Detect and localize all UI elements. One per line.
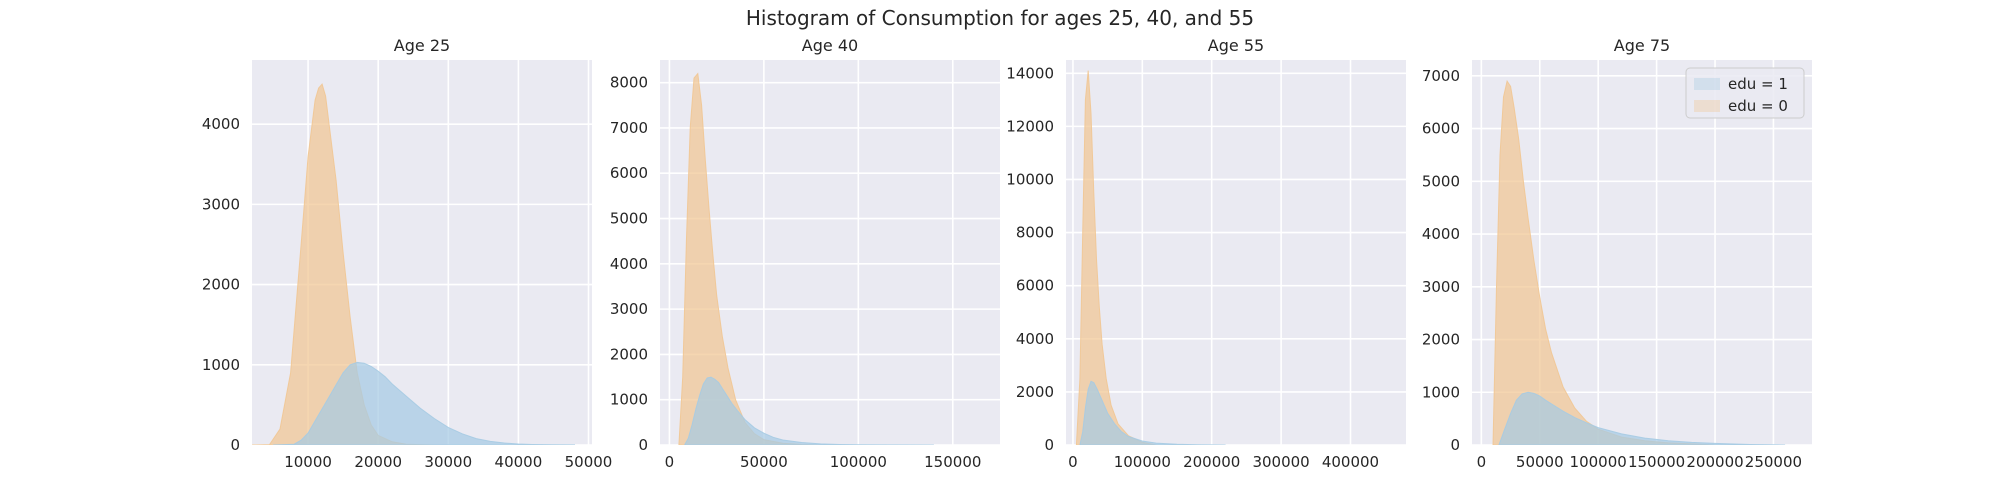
y-tick-label: 2000 bbox=[1422, 331, 1460, 349]
y-tick-label: 7000 bbox=[610, 119, 648, 137]
x-tick-label: 0 bbox=[1477, 453, 1487, 471]
series-group bbox=[1492, 79, 1786, 445]
y-tick-label: 1000 bbox=[202, 356, 240, 374]
legend-label: edu = 0 bbox=[1728, 97, 1788, 115]
x-tick-label: 400000 bbox=[1322, 453, 1379, 471]
legend-box bbox=[1685, 67, 1805, 119]
x-tick-label: 20000 bbox=[354, 453, 402, 471]
histogram-edu-1 bbox=[1079, 380, 1226, 445]
y-tick-label: 4000 bbox=[1422, 225, 1460, 243]
y-tick-label: 2000 bbox=[1016, 383, 1054, 401]
x-tick-label: 150000 bbox=[924, 453, 981, 471]
age-75-panel: 0 50000 100000 150000 200000 250000 0 1000 2000 3… bbox=[1422, 36, 1812, 471]
series-group bbox=[678, 72, 934, 445]
panel-title: Age 25 bbox=[394, 36, 450, 55]
y-tick-label: 3000 bbox=[1422, 278, 1460, 296]
histogram-edu-1 bbox=[684, 376, 934, 445]
y-tick-label: 10000 bbox=[1006, 170, 1054, 188]
x-tick-label: 300000 bbox=[1252, 453, 1309, 471]
panel-title: Age 40 bbox=[802, 36, 858, 55]
y-tick-label: 0 bbox=[1450, 436, 1460, 454]
legend-label: edu = 1 bbox=[1728, 75, 1788, 93]
y-tick-label: 8000 bbox=[1016, 224, 1054, 242]
series-group bbox=[252, 83, 575, 445]
age-40-panel: 0 50000 100000 150000 0 1000 2000 3000 4000 5000 6… bbox=[610, 36, 1000, 471]
y-tick-label: 0 bbox=[638, 436, 648, 454]
panel-title: Age 75 bbox=[1614, 36, 1670, 55]
x-tick-label: 250000 bbox=[1745, 453, 1802, 471]
x-tick-label: 0 bbox=[1068, 453, 1078, 471]
panels: 10000 20000 30000 40000 50000010002000300040… bbox=[202, 36, 1812, 471]
y-tick-label: 7000 bbox=[1422, 67, 1460, 85]
panel-title: Age 55 bbox=[1208, 36, 1264, 55]
x-tick-label: 200000 bbox=[1183, 453, 1240, 471]
x-tick-label: 200000 bbox=[1686, 453, 1743, 471]
x-tick-label: 100000 bbox=[1570, 453, 1627, 471]
legend: edu = 1 edu = 0 bbox=[1685, 67, 1805, 119]
histogram-edu-1 bbox=[272, 361, 575, 445]
legend-swatch bbox=[1694, 78, 1720, 90]
y-tick-label: 2000 bbox=[610, 345, 648, 363]
y-tick-label: 4000 bbox=[1016, 330, 1054, 348]
age-25-panel: 10000 20000 30000 40000 50000 0 1000 2000 3000 40… bbox=[202, 36, 613, 471]
x-tick-label: 40000 bbox=[495, 453, 543, 471]
x-tick-label: 10000 bbox=[284, 453, 332, 471]
figure-title: Histogram of Consumption for ages 25, 40… bbox=[746, 6, 1254, 30]
x-tick-label: 150000 bbox=[1628, 453, 1685, 471]
x-tick-label: 50000 bbox=[565, 453, 613, 471]
y-tick-label: 5000 bbox=[610, 210, 648, 228]
y-tick-label: 1000 bbox=[610, 391, 648, 409]
legend-swatch bbox=[1694, 100, 1720, 112]
age-55-panel: 0 100000 200000 300000 400000 0 2000 4000 6000 80… bbox=[1006, 36, 1406, 471]
y-tick-label: 6000 bbox=[1422, 120, 1460, 138]
y-tick-label: 3000 bbox=[202, 195, 240, 213]
y-tick-label: 4000 bbox=[610, 255, 648, 273]
y-tick-label: 6000 bbox=[610, 164, 648, 182]
plot-area bbox=[1066, 60, 1406, 445]
x-tick-label: 50000 bbox=[1516, 453, 1564, 471]
y-tick-label: 2000 bbox=[202, 276, 240, 294]
y-tick-label: 6000 bbox=[1016, 277, 1054, 295]
histogram-edu-1 bbox=[1498, 391, 1786, 445]
y-tick-label: 14000 bbox=[1006, 64, 1054, 82]
x-tick-label: 100000 bbox=[830, 453, 887, 471]
x-tick-label: 0 bbox=[665, 453, 675, 471]
y-tick-label: 0 bbox=[230, 436, 240, 454]
series-group bbox=[1075, 70, 1226, 445]
x-tick-label: 100000 bbox=[1114, 453, 1171, 471]
y-tick-label: 1000 bbox=[1422, 383, 1460, 401]
y-tick-label: 3000 bbox=[610, 300, 648, 318]
y-tick-label: 12000 bbox=[1006, 117, 1054, 135]
y-tick-label: 8000 bbox=[610, 74, 648, 92]
y-tick-label: 5000 bbox=[1422, 172, 1460, 190]
x-tick-label: 50000 bbox=[740, 453, 788, 471]
y-tick-label: 0 bbox=[1044, 436, 1054, 454]
y-tick-label: 4000 bbox=[202, 115, 240, 133]
x-tick-label: 30000 bbox=[424, 453, 472, 471]
